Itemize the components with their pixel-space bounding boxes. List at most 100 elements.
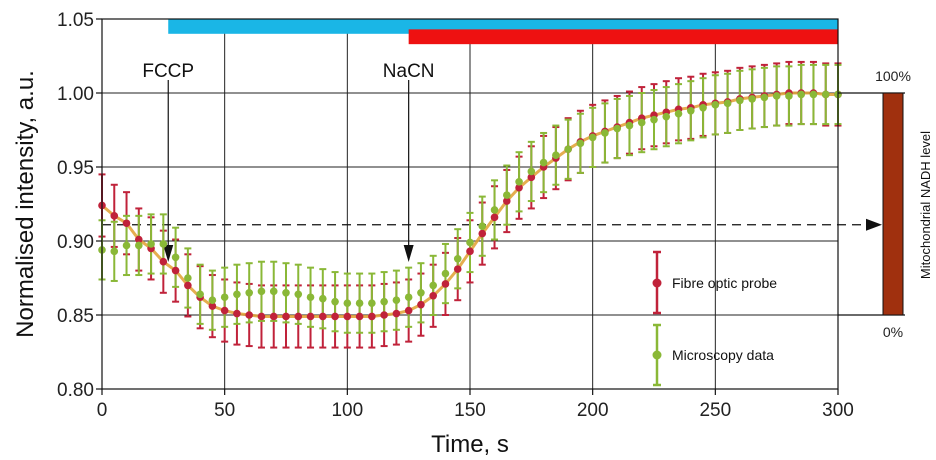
legend-marker [652,350,662,360]
data-point-fibre [503,197,511,205]
data-point-microscopy [588,133,597,142]
data-point-microscopy [748,95,756,103]
data-point-fibre [515,183,523,192]
data-point-microscopy [417,289,425,297]
data-point-microscopy [711,101,720,109]
data-point-microscopy [625,121,634,130]
data-point-fibre [306,312,315,321]
data-point-microscopy [736,96,744,105]
x-tick-label: 100 [331,400,363,421]
data-point-fibre [368,312,376,321]
data-point-fibre [417,300,425,309]
data-point-microscopy [380,297,388,306]
data-point-fibre [331,312,339,321]
data-point-fibre [171,266,180,275]
data-point-microscopy [772,92,781,100]
data-point-fibre [110,212,119,220]
data-point-microscopy [723,99,732,108]
data-point-fibre [135,235,143,244]
data-point-microscopy [404,293,413,302]
x-tick-label: 250 [699,400,731,421]
annotation-arrow [163,245,174,262]
data-point-fibre [490,213,499,222]
data-point-microscopy [257,287,266,296]
data-point-microscopy [552,151,560,159]
data-point-microscopy [319,294,327,303]
y-tick-label: 1.00 [57,84,94,105]
data-point-microscopy [515,178,523,186]
data-point-fibre [466,247,474,256]
data-point-fibre [343,312,352,321]
data-point-fibre [380,311,388,319]
data-point-microscopy [674,109,683,118]
data-point-microscopy [601,129,609,137]
side-scale-title: Mitochondrial NADH level [918,131,933,279]
y-tick-label: 0.95 [57,158,94,179]
data-point-microscopy [343,299,352,307]
data-point-fibre [233,309,241,318]
data-point-microscopy [539,158,548,167]
x-tick-label: 0 [97,400,108,421]
y-tick-label: 0.80 [57,380,94,401]
data-point-microscopy [650,115,658,124]
annotation-label-nacn: NaCN [383,61,435,82]
x-tick-label: 50 [214,400,235,421]
x-tick-label: 300 [822,400,854,421]
data-point-microscopy [110,247,119,256]
data-point-microscopy [490,206,499,214]
data-point-microscopy [208,296,217,305]
data-point-fibre [122,219,131,228]
data-point-microscopy [282,289,290,297]
nacn-treatment-bar [408,29,838,45]
annotation-label-fccp: FCCP [142,61,194,82]
scale-top-label: 100% [875,68,911,84]
series-group [98,60,842,349]
data-point-fibre [294,312,303,321]
data-point-fibre [282,312,290,321]
data-point-microscopy [368,299,376,307]
data-point-fibre [319,312,327,321]
x-tick-label: 200 [577,400,609,421]
x-tick-label: 150 [454,400,486,421]
data-point-microscopy [269,287,278,296]
data-point-fibre [392,309,401,318]
data-point-microscopy [441,269,450,278]
data-point-microscopy [797,90,805,99]
data-point-microscopy [171,253,180,262]
data-point-microscopy [637,118,646,127]
x-axis-title: Time, s [431,431,509,458]
legend-marker [652,278,662,288]
data-point-fibre [208,302,217,310]
data-point-fibre [159,257,168,266]
annotation-arrow [403,245,414,262]
y-tick-label: 0.85 [57,306,94,327]
data-point-microscopy [821,90,830,99]
data-point-microscopy [147,240,155,248]
data-point-microscopy [306,293,315,302]
data-point-fibre [184,281,192,290]
data-point-microscopy [662,112,671,121]
nadh-level-bar [882,92,904,316]
data-point-fibre [257,312,266,321]
data-point-microscopy [135,241,143,250]
data-point-microscopy [220,293,229,302]
data-point-fibre [355,312,364,321]
data-point-fibre [220,306,229,315]
legend: Fibre optic probe Microscopy data [652,250,777,387]
data-point-microscopy [527,167,536,176]
y-tick-label: 1.05 [57,10,94,31]
data-point-microscopy [613,124,621,133]
data-point-microscopy [453,254,462,263]
data-point-fibre [527,173,536,182]
data-point-fibre [453,265,462,273]
data-point-fibre [429,291,438,300]
data-point-microscopy [392,296,401,305]
data-point-microscopy [159,240,168,248]
data-point-fibre [441,280,450,288]
scale-bottom-label: 0% [883,324,903,340]
data-point-microscopy [503,191,511,199]
data-point-microscopy [196,290,204,299]
data-point-microscopy [184,274,192,282]
data-point-microscopy [355,299,364,307]
